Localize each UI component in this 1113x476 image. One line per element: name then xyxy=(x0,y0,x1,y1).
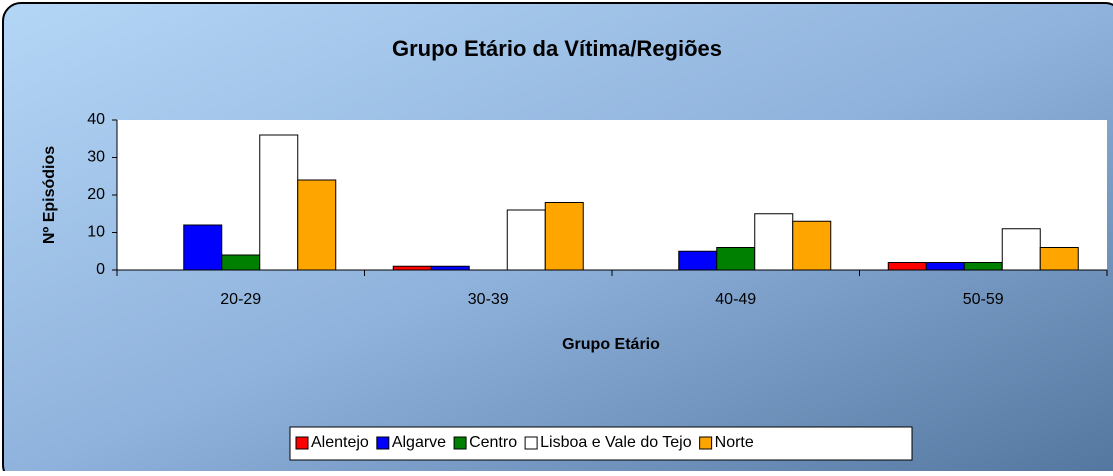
legend-swatch xyxy=(524,436,538,450)
bar xyxy=(716,247,756,271)
bar xyxy=(887,262,927,271)
y-axis-title: Nº Episódios xyxy=(41,146,58,244)
legend-swatch xyxy=(699,436,713,450)
x-tick-label: 40-49 xyxy=(715,291,756,308)
legend-swatch xyxy=(453,436,467,450)
bar xyxy=(678,250,718,271)
bar xyxy=(963,262,1003,271)
bar xyxy=(183,224,223,271)
bar xyxy=(221,254,261,271)
bar xyxy=(1001,228,1041,271)
bar xyxy=(430,265,470,271)
x-axis-title: Grupo Etário xyxy=(562,336,660,353)
bar xyxy=(925,262,965,271)
y-tick-label: 10 xyxy=(87,224,105,241)
legend-label: Algarve xyxy=(392,434,446,451)
legend-swatch xyxy=(295,436,309,450)
legend-label: Norte xyxy=(715,434,754,451)
bar xyxy=(1039,247,1079,271)
bar xyxy=(506,209,546,271)
bar xyxy=(297,179,337,271)
legend-label: Centro xyxy=(469,434,517,451)
y-tick-label: 0 xyxy=(96,261,105,278)
chart-title: Grupo Etário da Vítima/Regiões xyxy=(392,36,722,61)
legend-label: Lisboa e Vale do Tejo xyxy=(540,434,692,451)
x-tick-label: 30-39 xyxy=(468,291,509,308)
legend-box xyxy=(289,426,913,461)
y-tick-label: 40 xyxy=(87,111,105,128)
legend-swatch xyxy=(376,436,390,450)
y-tick-label: 30 xyxy=(87,149,105,166)
bar xyxy=(259,134,299,271)
y-tick-label: 20 xyxy=(87,186,105,203)
bar xyxy=(392,265,432,271)
x-tick-label: 20-29 xyxy=(220,291,261,308)
x-tick-label: 50-59 xyxy=(963,291,1004,308)
legend-label: Alentejo xyxy=(311,434,369,451)
bar xyxy=(544,202,584,271)
bar xyxy=(754,213,794,271)
bar xyxy=(792,220,832,271)
